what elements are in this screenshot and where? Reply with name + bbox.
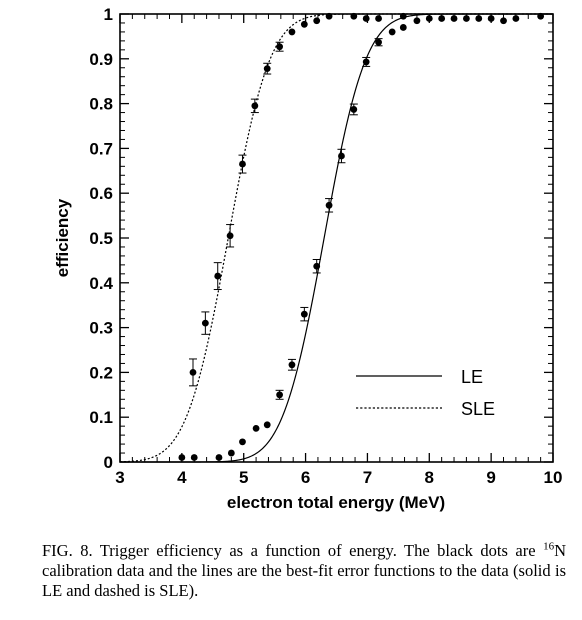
data-point-sle (288, 28, 296, 36)
data-point-le (438, 15, 446, 22)
fit-curves (119, 13, 553, 463)
y-tick-label: 0.2 (89, 363, 113, 382)
data-point-sle (313, 17, 321, 25)
data-point-sle (300, 20, 308, 28)
x-tick-label: 8 (425, 468, 434, 487)
data-point-sle (362, 15, 370, 22)
fit-curve-le (120, 13, 553, 463)
data-point-le (425, 15, 433, 22)
y-tick-label: 0.1 (89, 408, 113, 427)
data-point-le (252, 425, 260, 432)
data-point-sle (239, 160, 246, 168)
data-point-le (288, 361, 296, 369)
data-point-le (215, 454, 223, 461)
data-point-le (178, 454, 186, 461)
y-tick-label: 1 (104, 5, 113, 24)
data-point-sle (276, 43, 283, 51)
data-point-le (413, 17, 421, 25)
data-point-le (263, 421, 271, 429)
efficiency-chart: 3 4 5 6 7 8 9 10 00.10.20.30.40.50.60.70.80.91 … (53, 5, 562, 512)
x-axis-ticks: 3 4 5 6 7 8 9 10 (115, 14, 562, 487)
x-axis-title: electron total energy (MeV) (227, 493, 445, 512)
y-tick-label: 0 (104, 453, 113, 472)
data-point-sle (263, 65, 271, 73)
legend: LE SLE (356, 367, 495, 419)
x-tick-label: 6 (301, 468, 310, 487)
y-tick-label: 0.9 (89, 50, 113, 69)
error-bars (188, 38, 383, 400)
y-tick-label: 0.6 (89, 184, 113, 203)
y-axis-title: efficiency (53, 198, 72, 277)
data-point-sle (226, 232, 234, 240)
data-point-sle (325, 12, 333, 20)
y-tick-label: 0.5 (89, 229, 113, 248)
data-point-le (239, 438, 246, 446)
legend-le-label: LE (461, 367, 483, 387)
data-point-sle (375, 15, 382, 22)
x-tick-label: 4 (177, 468, 187, 487)
data-point-le (362, 58, 370, 66)
data-point-sle (399, 12, 407, 20)
plot-frame (119, 13, 554, 463)
caption-prefix: FIG. 8. Trigger efficiency as a function… (42, 541, 544, 560)
y-tick-label: 0.8 (89, 95, 113, 114)
data-point-le (399, 24, 407, 31)
fit-curve-sle (119, 13, 553, 463)
data-point-le (512, 15, 520, 22)
data-point-le (487, 15, 495, 22)
x-tick-label: 9 (486, 468, 495, 487)
x-tick-label: 10 (544, 468, 563, 487)
figure-caption: FIG. 8. Trigger efficiency as a function… (42, 541, 566, 601)
plot-frame-rect (119, 13, 554, 463)
data-point-le (463, 15, 470, 22)
data-points (178, 12, 545, 461)
data-point-sle (214, 272, 222, 280)
x-tick-label: 7 (363, 468, 372, 487)
data-point-sle (189, 369, 197, 376)
caption-isotope-mass: 16 (543, 540, 555, 553)
data-point-le (276, 391, 283, 399)
x-tick-label: 5 (239, 468, 248, 487)
data-point-le (388, 28, 396, 36)
data-point-le (450, 15, 458, 22)
data-point-le (300, 310, 308, 318)
data-point-le (475, 15, 483, 22)
data-point-sle (251, 102, 259, 110)
data-point-le (375, 38, 382, 46)
legend-sle-label: SLE (461, 399, 495, 419)
data-point-le (350, 106, 358, 113)
caption-suffix: N calibration data and the lines are the… (42, 541, 566, 600)
x-tick-label: 3 (115, 468, 124, 487)
data-point-le (537, 12, 545, 20)
data-point-le (325, 201, 333, 209)
data-point-le (338, 152, 345, 160)
data-point-sle (350, 12, 358, 20)
data-point-sle (201, 319, 209, 327)
data-point-le (227, 449, 235, 457)
y-tick-label: 0.3 (89, 319, 113, 338)
y-tick-label: 0.4 (89, 274, 113, 293)
y-axis-ticks: 0 0.1 0.2 0.3 0.4 0.5 0.6 0.7 0.8 0.9 1 (89, 5, 553, 472)
data-point-le (500, 17, 507, 25)
data-point-le (190, 454, 198, 461)
data-point-le (313, 262, 321, 270)
y-tick-label: 0.7 (89, 139, 113, 158)
